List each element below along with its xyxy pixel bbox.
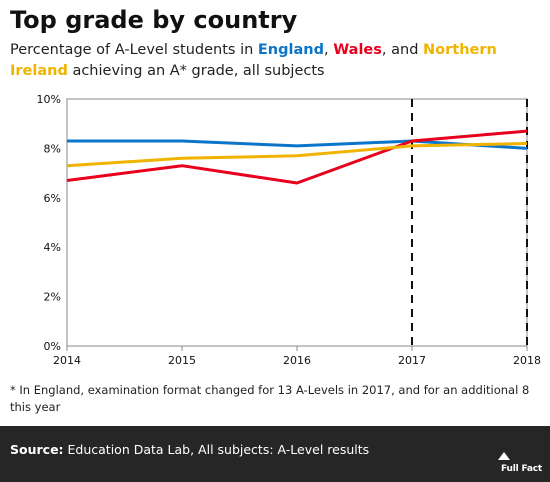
chart-title: Top grade by country: [10, 6, 298, 34]
subtitle-separator: ,: [323, 42, 334, 58]
x-tick-label: 2018: [513, 354, 541, 367]
y-tick-label: 10%: [37, 93, 61, 106]
series-line-wales: [66, 129, 528, 185]
subtitle-prefix: Percentage of A-Level students in: [10, 42, 258, 58]
subtitle-suffix: achieving an A* grade, all subjects: [67, 63, 325, 79]
source-description: Education Data Lab, All subjects: A-Leve…: [63, 442, 370, 457]
x-tick-label: 2017: [398, 354, 426, 367]
full-fact-logo: Full Fact: [496, 452, 542, 474]
x-tick-label: 2015: [168, 354, 196, 367]
logo-text: Full Fact: [501, 464, 542, 474]
series-line-northern-ireland: [66, 142, 528, 168]
source-label: Source:: [10, 442, 64, 457]
y-tick-label: 0%: [44, 340, 61, 353]
y-tick-label: 8%: [44, 142, 61, 155]
source-text: Source: Education Data Lab, All subjects…: [10, 442, 369, 457]
x-tick-label: 2014: [53, 354, 81, 367]
y-tick-label: 4%: [44, 241, 61, 254]
legend-england: England: [257, 42, 324, 58]
logo-mark-icon: [498, 452, 510, 460]
series-line-england: [67, 139, 528, 150]
legend-northern-ireland: Northern Ireland: [10, 42, 497, 79]
x-tick-label: 2016: [283, 354, 311, 367]
y-tick-label: 2%: [44, 291, 61, 304]
subtitle-separator: , and: [381, 42, 424, 58]
source-footer: Source: Education Data Lab, All subjects…: [0, 426, 550, 482]
legend-wales: Wales: [333, 42, 382, 58]
y-tick-label: 6%: [44, 192, 61, 205]
line-chart: 0% 2% 4% 6% 8% 10% 2014 2015 2016 2017 2018: [37, 93, 541, 367]
chart-subtitle: Percentage of A-Level students in Englan…: [10, 40, 540, 82]
footnote: * In England, examination format changed…: [10, 383, 530, 414]
